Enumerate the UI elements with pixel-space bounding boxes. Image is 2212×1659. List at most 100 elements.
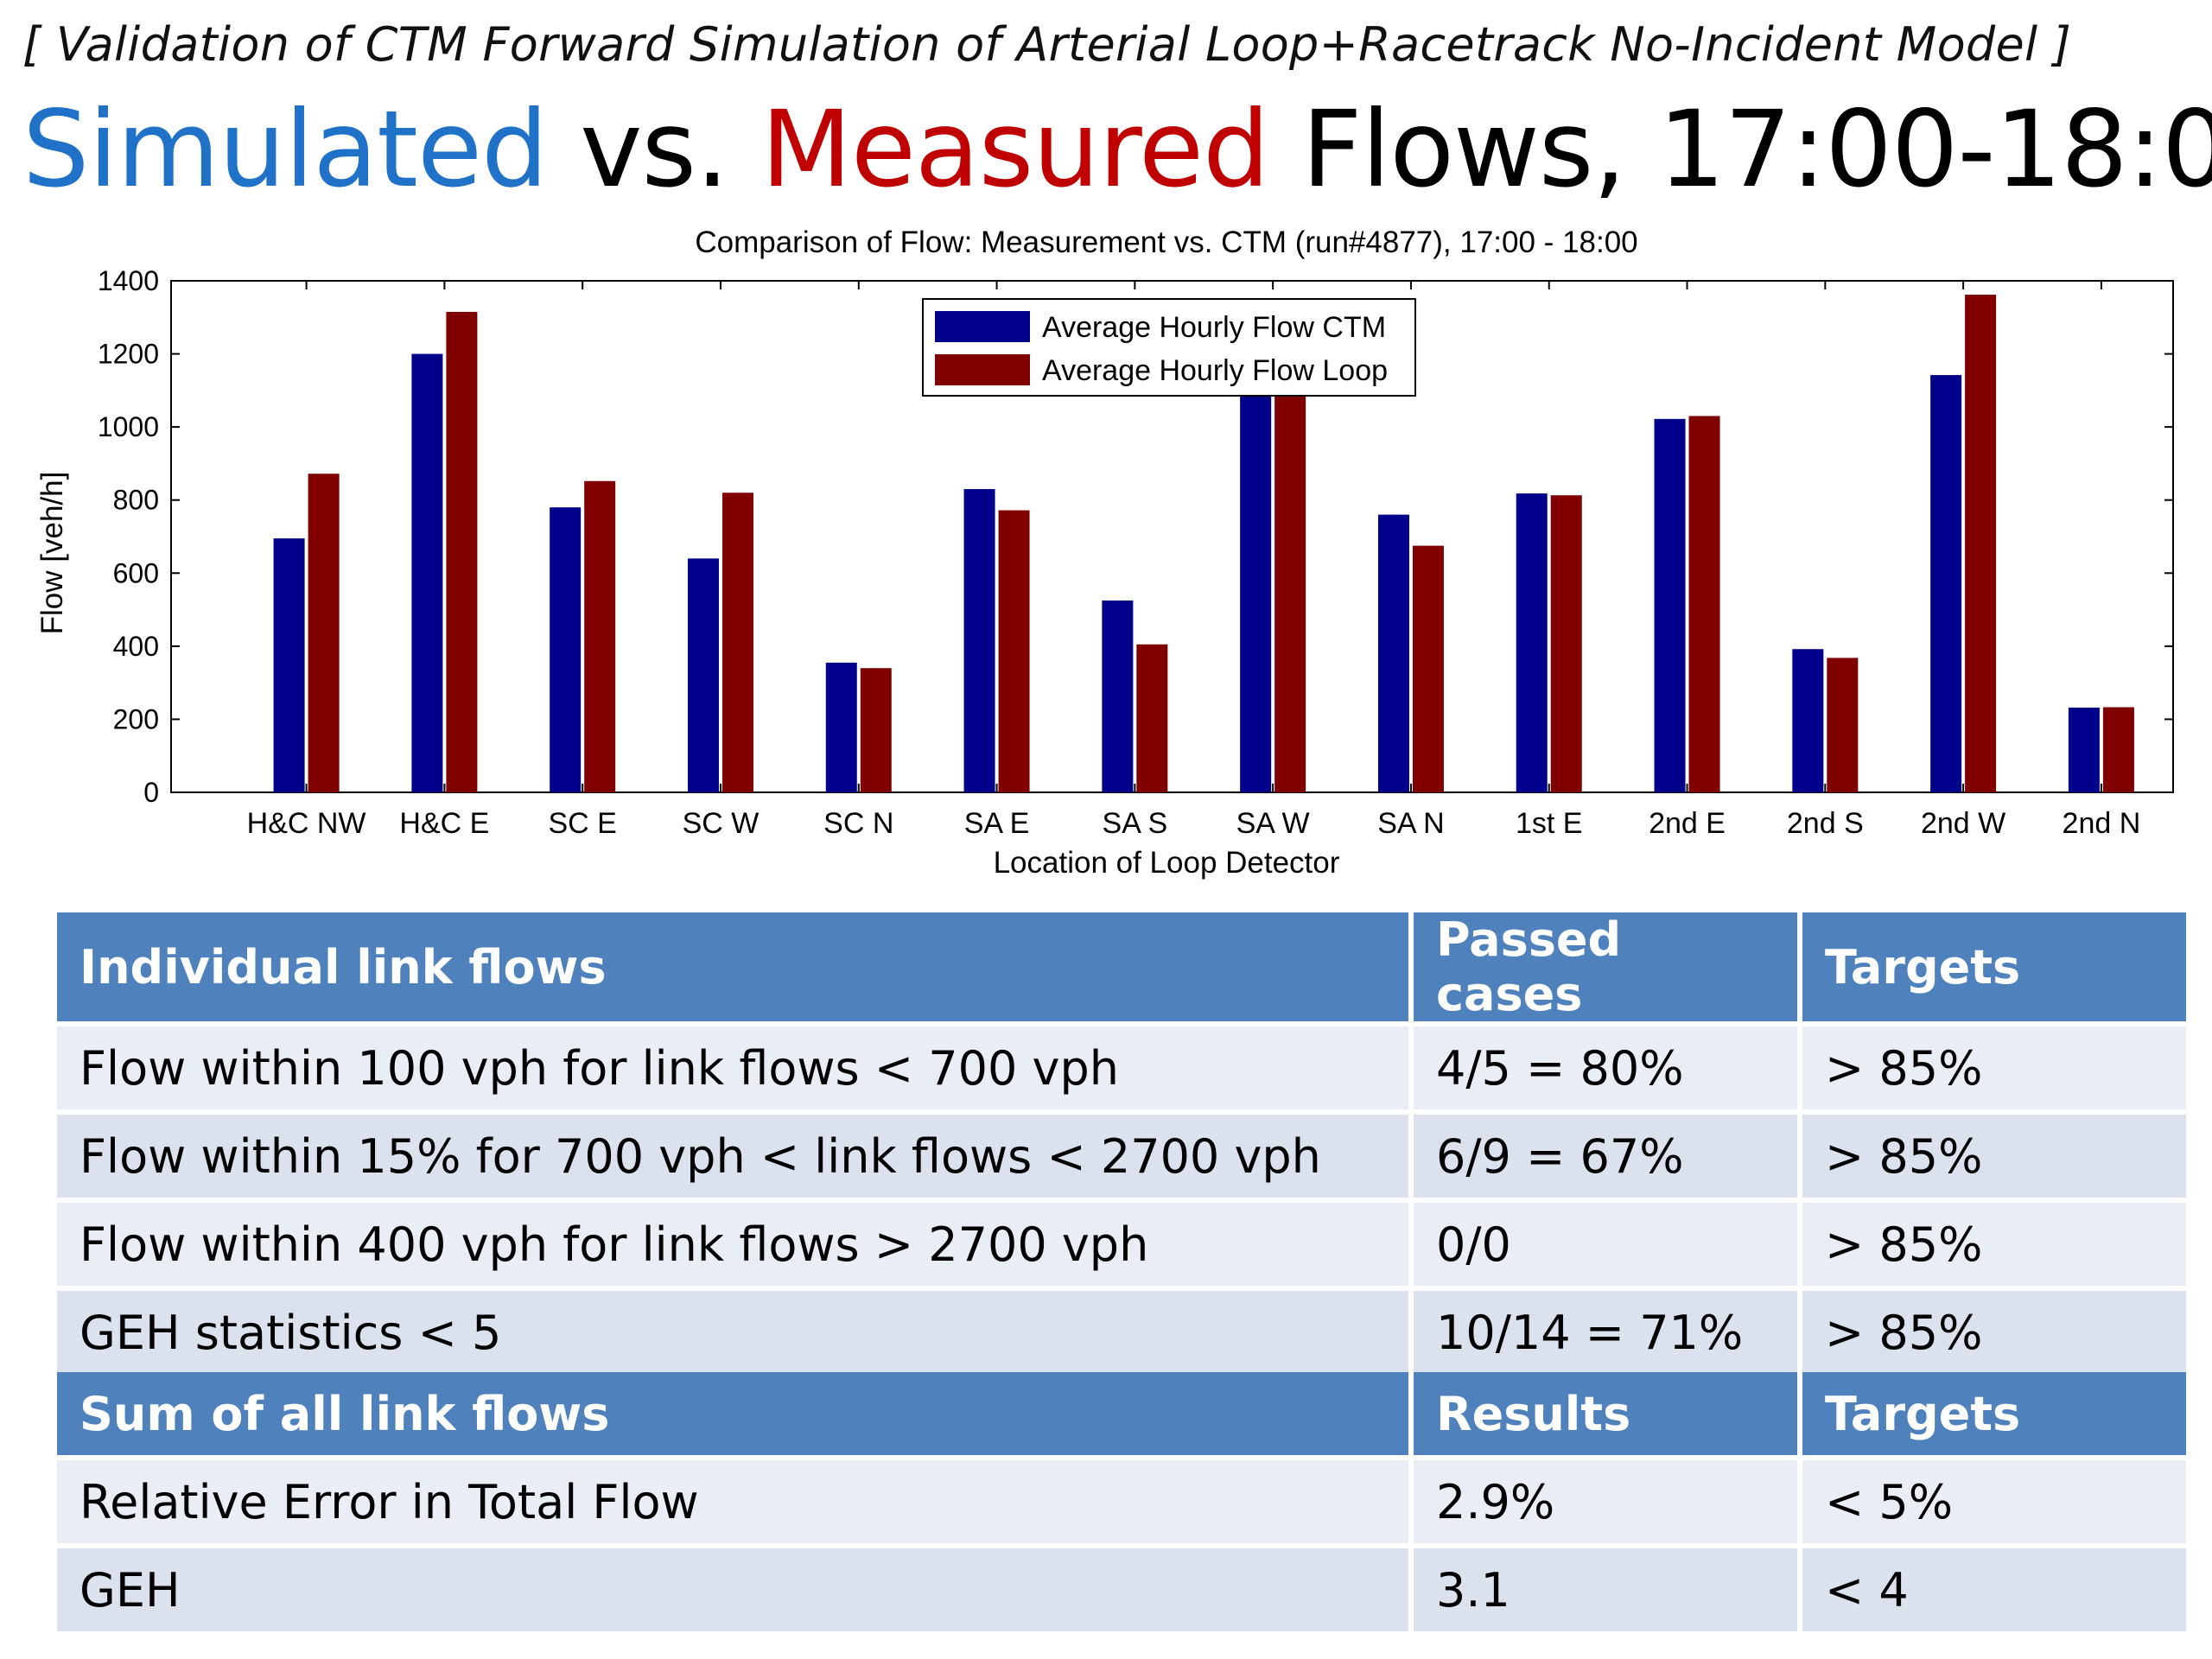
x-tick-label: SA E — [964, 807, 1030, 840]
table-header-cell: Results — [1414, 1372, 1802, 1455]
bar-loop — [1274, 396, 1306, 792]
bar-ctm — [2068, 707, 2100, 792]
bar-ctm — [1377, 514, 1409, 792]
bar-ctm — [825, 662, 857, 792]
bar-ctm — [1792, 649, 1824, 792]
y-axis-label: Flow [veh/h] — [35, 472, 69, 635]
chart-title: Comparison of Flow: Measurement vs. CTM … — [695, 226, 1637, 259]
legend-swatch — [935, 354, 1030, 385]
table-cell: Relative Error in Total Flow — [57, 1460, 1414, 1543]
table-cell: > 85% — [1802, 1115, 2186, 1198]
x-tick-label: SA S — [1103, 807, 1168, 840]
table-header-row: Individual link flows Passed cases Targe… — [57, 912, 2186, 1021]
table-cell: Flow within 15% for 700 vph < link flows… — [57, 1115, 1414, 1198]
bar-ctm — [687, 558, 719, 792]
table-cell: 10/14 = 71% — [1414, 1291, 1802, 1374]
table-row: Flow within 100 vph for link flows < 700… — [57, 1027, 2186, 1109]
x-tick-label: SC E — [549, 807, 617, 840]
bar-loop — [1688, 416, 1720, 792]
x-tick-label: SC N — [823, 807, 893, 840]
table-row: Flow within 15% for 700 vph < link flows… — [57, 1115, 2186, 1198]
title-measured: Measured — [760, 88, 1270, 211]
x-tick-label: 1st E — [1516, 807, 1582, 840]
y-tick-label: 400 — [113, 631, 159, 662]
bar-loop — [1136, 644, 1168, 792]
x-tick-label: SA N — [1377, 807, 1444, 840]
bar-loop — [308, 474, 340, 792]
title-rest: Flows, 17:00-18:00 — [1268, 88, 2212, 211]
bar-ctm — [273, 538, 305, 792]
x-tick-label: H&C NW — [247, 807, 366, 840]
legend-label: Average Hourly Flow CTM — [1042, 311, 1386, 344]
bar-loop — [860, 668, 892, 792]
table-cell: 2.9% — [1414, 1460, 1802, 1543]
chart-axes — [170, 280, 2174, 793]
table-cell: 6/9 = 67% — [1414, 1115, 1802, 1198]
table-cell: GEH statistics < 5 — [57, 1291, 1414, 1374]
chart-tick-labels: 0 200 400 600 800 1000 1200 1400 H&C NW H&C E SC E… — [98, 265, 2140, 840]
title-vs: vs. — [547, 88, 761, 211]
table-header-cell: Passed cases — [1414, 912, 1802, 1021]
x-axis-label: Location of Loop Detector — [994, 846, 1340, 880]
table-cell: 0/0 — [1414, 1203, 1802, 1286]
table-cell: Flow within 100 vph for link flows < 700… — [57, 1027, 1414, 1109]
bar-ctm — [1240, 396, 1272, 792]
bar-ctm — [1930, 375, 1962, 792]
plot-frame — [170, 280, 2174, 793]
bar-loop — [2102, 707, 2134, 792]
individual-link-flows-table: Individual link flows Passed cases Targe… — [57, 907, 2186, 1379]
table-cell: GEH — [57, 1548, 1414, 1631]
bar-loop — [1412, 545, 1444, 792]
table-row: Flow within 400 vph for link flows > 270… — [57, 1203, 2186, 1286]
bar-loop — [1550, 495, 1582, 792]
x-tick-label: 2nd W — [1921, 807, 2005, 840]
bar-loop — [1827, 658, 1859, 792]
bar-ctm — [1516, 493, 1548, 792]
y-tick-label: 1000 — [98, 411, 159, 442]
legend-swatch — [935, 311, 1030, 342]
table-cell: 3.1 — [1414, 1548, 1802, 1631]
table-header-cell: Sum of all link flows — [57, 1372, 1414, 1455]
bar-ctm — [1654, 418, 1686, 792]
slide-title: Simulated vs. Measured Flows, 17:00-18:0… — [22, 97, 2212, 202]
table-header-cell: Individual link flows — [57, 912, 1414, 1021]
bar-ctm — [963, 489, 995, 792]
bar-loop — [584, 480, 616, 792]
x-tick-label: SA W — [1236, 807, 1310, 840]
y-tick-label: 800 — [113, 485, 159, 516]
table-cell: < 4 — [1802, 1548, 2186, 1631]
title-simulated: Simulated — [22, 88, 548, 211]
bar-loop — [446, 311, 478, 792]
bar-loop — [998, 510, 1030, 792]
slide-subtitle: [ Validation of CTM Forward Simulation o… — [22, 17, 2072, 72]
table-cell: > 85% — [1802, 1291, 2186, 1374]
x-tick-label: H&C E — [399, 807, 489, 840]
sum-link-flows-table: Sum of all link flows Results Targets Re… — [57, 1367, 2186, 1637]
table-header-cell: Targets — [1802, 1372, 2186, 1455]
bar-loop — [1965, 295, 1997, 792]
x-tick-label: 2nd S — [1787, 807, 1864, 840]
x-tick-label: 2nd N — [2063, 807, 2141, 840]
table-row: Relative Error in Total Flow 2.9% < 5% — [57, 1460, 2186, 1543]
table-cell: < 5% — [1802, 1460, 2186, 1543]
flow-comparison-chart: Comparison of Flow: Measurement vs. CTM … — [35, 226, 2174, 880]
bar-ctm — [1102, 601, 1134, 792]
chart-bars — [273, 295, 2134, 792]
legend-label: Average Hourly Flow Loop — [1042, 354, 1388, 387]
x-tick-label: SC W — [683, 807, 760, 840]
y-tick-label: 0 — [143, 777, 159, 808]
table-cell: 4/5 = 80% — [1414, 1027, 1802, 1109]
y-tick-label: 1400 — [98, 265, 159, 296]
x-tick-label: 2nd E — [1649, 807, 1726, 840]
table-header-row: Sum of all link flows Results Targets — [57, 1372, 2186, 1455]
table-cell: > 85% — [1802, 1203, 2186, 1286]
table-row: GEH 3.1 < 4 — [57, 1548, 2186, 1631]
y-tick-label: 1200 — [98, 339, 159, 370]
table-cell: > 85% — [1802, 1027, 2186, 1109]
y-tick-label: 600 — [113, 557, 159, 588]
chart-legend: Average Hourly Flow CTM Average Hourly Fl… — [922, 298, 1416, 397]
table-header-cell: Targets — [1802, 912, 2186, 1021]
bar-ctm — [411, 353, 443, 792]
bar-loop — [721, 493, 753, 792]
table-row: GEH statistics < 5 10/14 = 71% > 85% — [57, 1291, 2186, 1374]
